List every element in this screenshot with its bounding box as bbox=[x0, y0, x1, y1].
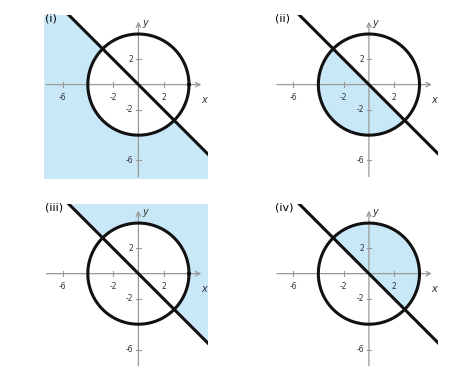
Text: -2: -2 bbox=[126, 105, 133, 114]
Text: -6: -6 bbox=[126, 345, 133, 354]
Text: x: x bbox=[201, 284, 207, 294]
Text: (iii): (iii) bbox=[45, 203, 63, 213]
Text: -6: -6 bbox=[58, 94, 66, 102]
Text: x: x bbox=[201, 95, 207, 105]
Text: y: y bbox=[373, 207, 379, 217]
Text: -2: -2 bbox=[356, 105, 364, 114]
Text: 2: 2 bbox=[161, 94, 166, 102]
Text: 2: 2 bbox=[129, 55, 133, 64]
Text: 2: 2 bbox=[359, 55, 364, 64]
Text: (ii): (ii) bbox=[275, 14, 290, 24]
Text: x: x bbox=[431, 284, 437, 294]
Text: -6: -6 bbox=[356, 345, 364, 354]
Text: -6: -6 bbox=[289, 94, 297, 102]
Text: x: x bbox=[431, 95, 437, 105]
Text: 2: 2 bbox=[392, 94, 396, 102]
Text: 2: 2 bbox=[392, 282, 396, 291]
Text: y: y bbox=[142, 207, 148, 217]
Text: 2: 2 bbox=[129, 244, 133, 253]
Text: -2: -2 bbox=[126, 294, 133, 303]
Text: -2: -2 bbox=[340, 282, 347, 291]
Text: y: y bbox=[373, 18, 379, 27]
Text: 2: 2 bbox=[359, 244, 364, 253]
Text: 2: 2 bbox=[161, 282, 166, 291]
Text: -6: -6 bbox=[58, 282, 66, 291]
Text: -2: -2 bbox=[340, 94, 347, 102]
Text: -2: -2 bbox=[356, 294, 364, 303]
Text: -2: -2 bbox=[110, 282, 117, 291]
Text: (i): (i) bbox=[45, 14, 57, 24]
Text: (iv): (iv) bbox=[275, 203, 294, 213]
Text: y: y bbox=[142, 18, 148, 27]
Text: -6: -6 bbox=[356, 156, 364, 165]
Text: -6: -6 bbox=[289, 282, 297, 291]
Text: -6: -6 bbox=[126, 156, 133, 165]
Text: -2: -2 bbox=[110, 94, 117, 102]
